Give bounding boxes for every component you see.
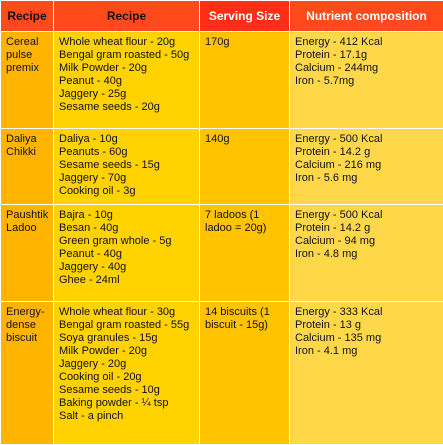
ingredient-item: Ghee - 24ml [59,274,120,287]
ingredient-item: Besan - 40g [59,222,119,235]
nutrient-item: Iron - 4.8 mg [295,248,358,261]
ingredient-item: Cooking oil - 3g [59,184,136,197]
ingredient-item: Soya granules - 15g [59,332,158,345]
ingredients-cell: Daliya - 10g Peanuts - 60g Sesame seeds … [53,127,200,206]
table-row: Cereal pulse premix Whole wheat flour - … [0,31,443,129]
nutrient-item: Calcium - 135 mg [295,332,382,345]
ingredient-item: Jaggery - 25g [59,88,127,100]
serving-size-value: 170g [205,36,230,48]
nutrient-item: Iron - 5.6 mg [295,171,358,184]
ingredient-item: Daliya - 10g [59,132,118,145]
table-row: Paushtik Ladoo Bajra - 10g Besan - 40g G… [0,204,443,303]
nutrient-item: Protein - 13 g [295,319,362,332]
header-recipe-ingredients: Recipe [53,0,200,32]
nutrient-item: Energy - 333 Kcal [295,306,383,319]
recipe-name-cell: Cereal pulse premix [0,31,54,129]
recipe-name-cell: Daliya Chikki [0,127,54,206]
nutrient-item: Energy - 500 Kcal [295,209,383,222]
nutrients-cell: Energy - 500 Kcal Protein - 14.2 g Calci… [289,204,443,303]
ingredient-item: Whole wheat flour - 30g [59,306,176,319]
nutrient-item: Calcium - 94 mg [295,235,376,248]
ingredients-cell: Whole wheat flour - 20g Bengal gram roas… [53,31,200,129]
ingredient-item: Whole wheat flour - 20g [59,36,176,48]
ingredient-item: Jaggery - 40g [59,261,127,274]
recipe-name-line: Chikki [6,145,36,158]
serving-size-cell: 140g [199,127,290,206]
header-nutrient-composition: Nutrient composition [289,0,443,32]
ingredient-item: Baking powder - ¼ tsp [59,397,169,410]
ingredient-item: Salt - a pinch [59,410,124,423]
ingredient-item: Sesame seeds - 20g [59,101,160,113]
table-row: Energy- dense biscuit Whole wheat flour … [0,301,443,445]
nutrient-item: Calcium - 216 mg [295,158,382,171]
nutrients-cell: Energy - 333 Kcal Protein - 13 g Calcium… [289,301,443,445]
recipe-name-line: premix [6,62,40,74]
nutrient-item: Protein - 14.2 g [295,222,371,235]
ingredient-item: Milk Powder - 20g [59,345,148,358]
ingredient-item: Cooking oil - 20g [59,371,142,384]
recipe-name-line: Paushtik [6,209,49,222]
ingredient-item: Green gram whole - 5g [59,235,172,248]
ingredient-item: Jaggery - 20g [59,358,127,371]
nutrient-item: Calcium - 244mg [295,62,379,74]
serving-size-value: 7 ladoos (1 ladoo = 20g) [205,209,267,235]
ingredient-item: Jaggery - 70g [59,171,127,184]
serving-size-cell: 170g [199,31,290,129]
recipe-name-line: Energy- [6,306,45,319]
ingredients-cell: Bajra - 10g Besan - 40g Green gram whole… [53,204,200,303]
nutrient-item: Energy - 500 Kcal [295,132,383,145]
serving-size-cell: 7 ladoos (1 ladoo = 20g) [199,204,290,303]
table-row: Daliya Chikki Daliya - 10g Peanuts - 60g… [0,127,443,206]
header-row: Recipe Recipe Serving Size Nutrient comp… [0,0,443,32]
recipe-name-line: Ladoo [6,222,37,235]
ingredient-item: Peanut - 40g [59,75,122,87]
nutrients-cell: Energy - 412 Kcal Protein - 17.1g Calciu… [289,31,443,129]
recipe-name-line: Cereal [6,36,39,48]
nutrient-item: Protein - 17.1g [295,49,368,61]
ingredients-cell: Whole wheat flour - 30g Bengal gram roas… [53,301,200,445]
recipe-name-cell: Paushtik Ladoo [0,204,54,303]
nutrient-item: Energy - 412 Kcal [295,36,383,48]
ingredient-item: Peanut - 40g [59,248,122,261]
recipe-name-cell: Energy- dense biscuit [0,301,54,445]
serving-size-value: 14 biscuits (1 biscuit - 15g) [205,306,270,332]
ingredient-item: Milk Powder - 20g [59,62,148,74]
ingredient-item: Peanuts - 60g [59,145,128,158]
nutrient-item: Protein - 14.2 g [295,145,371,158]
ingredient-item: Sesame seeds - 10g [59,384,160,397]
ingredient-item: Bengal gram roasted - 55g [59,319,190,332]
recipe-name-line: Daliya [6,132,37,145]
recipe-name-line: biscuit [6,332,38,345]
serving-size-cell: 14 biscuits (1 biscuit - 15g) [199,301,290,445]
ingredient-item: Bengal gram roasted - 50g [59,49,190,61]
ingredient-item: Sesame seeds - 15g [59,158,160,171]
header-serving-size: Serving Size [199,0,290,32]
nutrients-cell: Energy - 500 Kcal Protein - 14.2 g Calci… [289,127,443,206]
recipe-name-line: pulse [6,49,33,61]
header-recipe-name: Recipe [0,0,54,32]
serving-size-value: 140g [205,132,230,145]
recipe-name-line: dense [6,319,36,332]
nutrient-item: Iron - 5.7mg [295,75,355,87]
nutrient-item: Iron - 4.1 mg [295,345,358,358]
ingredient-item: Bajra - 10g [59,209,113,222]
